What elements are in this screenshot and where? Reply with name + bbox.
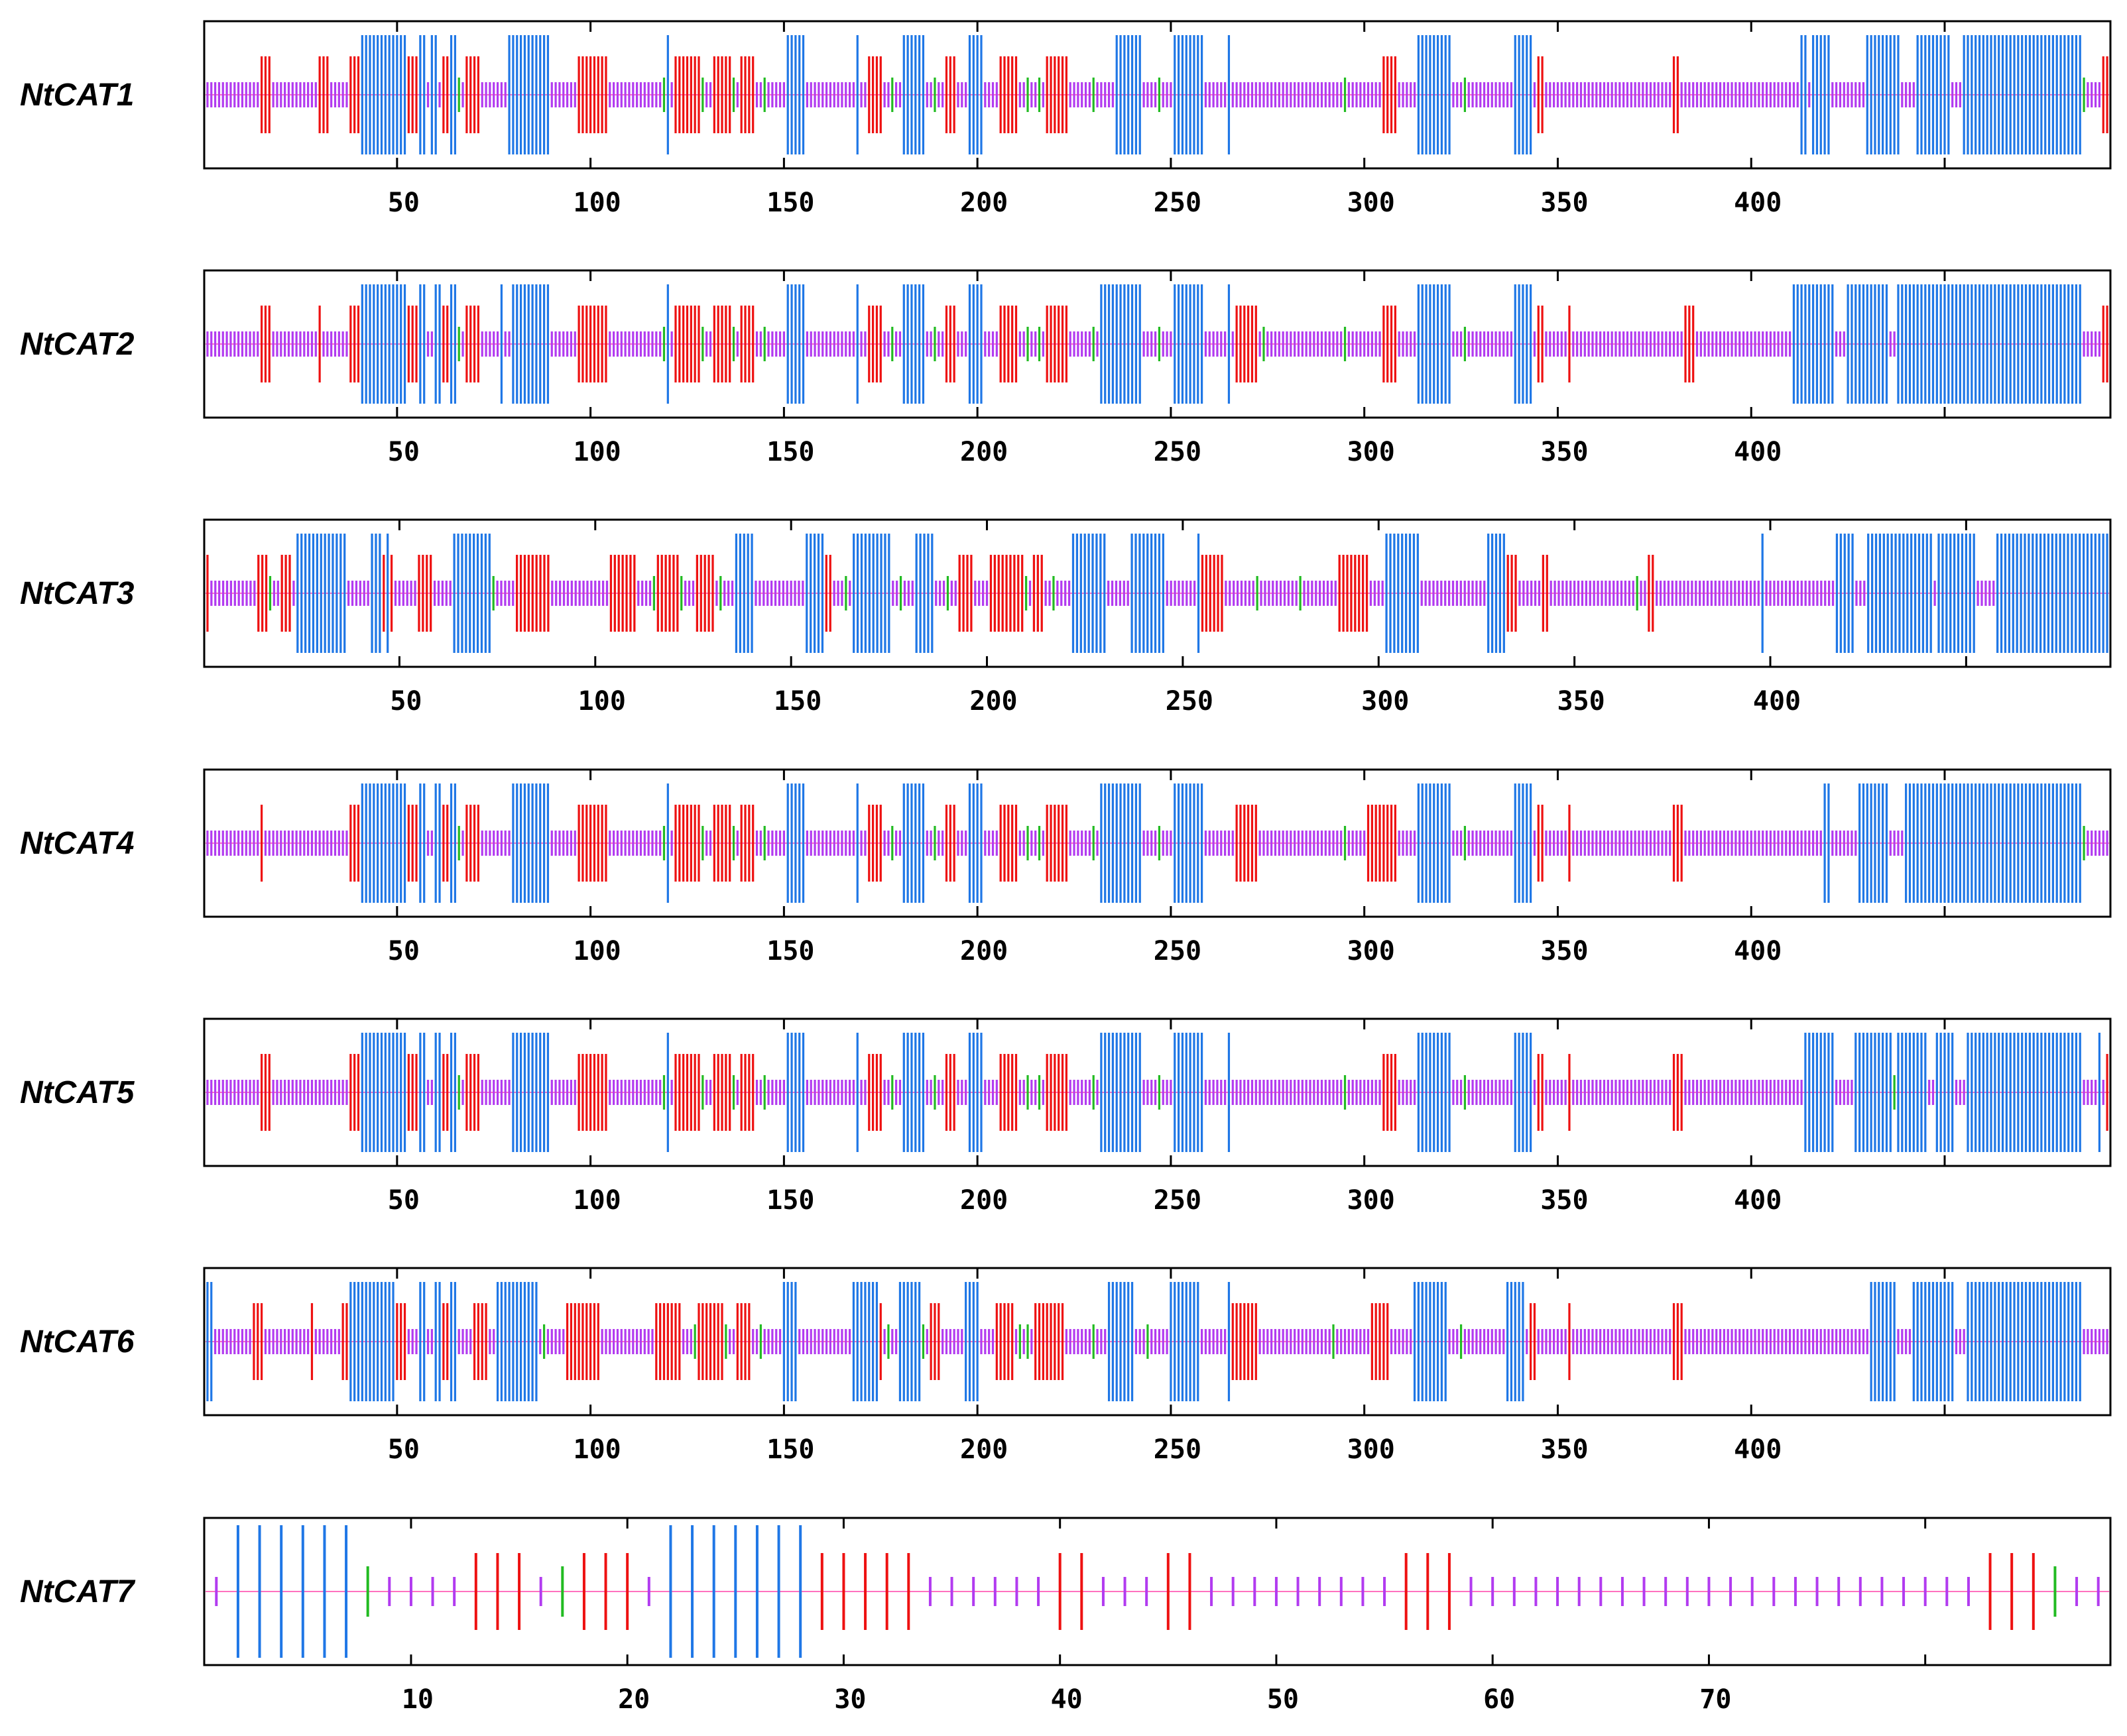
tick-label: 100 [573, 1185, 621, 1216]
tick-label: 350 [1540, 936, 1588, 966]
track-frame [203, 1517, 2112, 1666]
tick-label: 250 [1166, 686, 1213, 717]
tick-label: 40 [1051, 1684, 1083, 1715]
tick-label: 200 [960, 188, 1008, 218]
tick-label: 350 [1540, 1185, 1588, 1216]
tick-label: 50 [388, 1185, 420, 1216]
tick-label: 20 [618, 1684, 650, 1715]
track-label: NtCAT4 [20, 826, 134, 861]
tick-label: 100 [573, 936, 621, 966]
tick-label: 60 [1483, 1684, 1515, 1715]
tick-label: 100 [573, 437, 621, 467]
track-frame [203, 518, 2112, 668]
tick-label: 100 [573, 1434, 621, 1465]
tick-label: 200 [969, 686, 1017, 717]
tick-label: 30 [834, 1684, 866, 1715]
track-ntcat5: NtCAT5 50 100 150 200 250 300 350 400 [20, 1017, 2112, 1216]
tick-label: 300 [1347, 1434, 1395, 1465]
tick-label: 50 [388, 188, 420, 218]
track-label: NtCAT5 [20, 1075, 135, 1110]
track-frame [203, 20, 2112, 170]
tick-label: 250 [1154, 1185, 1201, 1216]
tick-label: 250 [1154, 1434, 1201, 1465]
track-frame [203, 1267, 2112, 1417]
tick-label: 50 [1267, 1684, 1299, 1715]
track-label: NtCAT3 [20, 576, 135, 611]
track-ntcat4: NtCAT4 50 100 150 200 250 300 350 400 [20, 768, 2112, 966]
tick-label: 50 [388, 936, 420, 966]
tick-label: 150 [766, 1434, 814, 1465]
track-label: NtCAT1 [20, 78, 134, 113]
tick-label: 150 [774, 686, 821, 717]
tick-label: 350 [1540, 188, 1588, 218]
tick-label: 400 [1734, 188, 1782, 218]
track-frame [203, 768, 2112, 918]
tick-label: 400 [1734, 1185, 1782, 1216]
tick-label: 400 [1734, 437, 1782, 467]
tick-label: 400 [1734, 1434, 1782, 1465]
tick-label: 350 [1540, 437, 1588, 467]
tick-label: 150 [766, 188, 814, 218]
tick-label: 250 [1154, 936, 1201, 966]
track-ntcat3: NtCAT3 50 100 150 200 250 300 350 400 [20, 518, 2112, 717]
tick-label: 400 [1734, 936, 1782, 966]
tick-label: 350 [1540, 1434, 1588, 1465]
tick-label: 300 [1347, 188, 1395, 218]
tick-label: 350 [1557, 686, 1605, 717]
tick-label: 200 [960, 1434, 1008, 1465]
tick-label: 250 [1154, 188, 1201, 218]
tick-label: 150 [766, 1185, 814, 1216]
tick-label: 200 [960, 1185, 1008, 1216]
tick-label: 100 [578, 686, 626, 717]
tick-label: 300 [1347, 936, 1395, 966]
tick-label: 250 [1154, 437, 1201, 467]
track-ntcat6: NtCAT6 50 100 150 200 250 300 350 400 [20, 1267, 2112, 1465]
tick-label: 150 [766, 437, 814, 467]
tick-label: 70 [1699, 1684, 1731, 1715]
track-ntcat1: NtCAT1 50 100 150 200 250 300 350 400 [20, 20, 2112, 218]
track-frame [203, 269, 2112, 419]
tick-label: 10 [402, 1684, 434, 1715]
tick-label: 200 [960, 437, 1008, 467]
track-ntcat2: NtCAT2 50 100 150 200 250 300 350 400 [20, 269, 2112, 467]
track-label: NtCAT6 [20, 1324, 135, 1360]
tick-label: 200 [960, 936, 1008, 966]
track-frame [203, 1017, 2112, 1167]
track-label: NtCAT2 [20, 327, 135, 362]
tick-label: 300 [1361, 686, 1409, 717]
tick-label: 300 [1347, 437, 1395, 467]
tick-label: 50 [388, 437, 420, 467]
tick-label: 50 [390, 686, 422, 717]
tick-label: 100 [573, 188, 621, 218]
tick-label: 50 [388, 1434, 420, 1465]
track-ntcat7: NtCAT7 10 20 30 40 50 60 70 [20, 1517, 2112, 1715]
track-label: NtCAT7 [20, 1574, 136, 1609]
tick-label: 400 [1753, 686, 1801, 717]
tick-label: 150 [766, 936, 814, 966]
tick-label: 300 [1347, 1185, 1395, 1216]
